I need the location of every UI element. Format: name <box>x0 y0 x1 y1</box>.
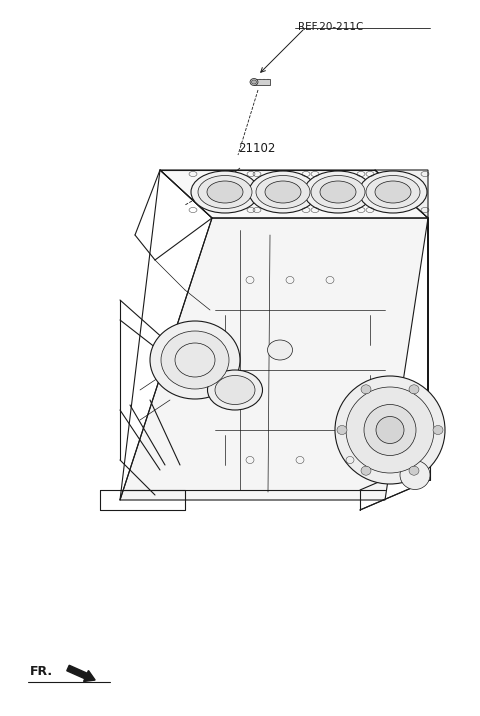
Ellipse shape <box>366 175 420 208</box>
Ellipse shape <box>256 175 310 208</box>
Ellipse shape <box>409 384 419 394</box>
Polygon shape <box>120 218 428 500</box>
Ellipse shape <box>150 321 240 399</box>
Ellipse shape <box>335 376 445 484</box>
Ellipse shape <box>252 80 256 84</box>
Ellipse shape <box>215 375 255 405</box>
Ellipse shape <box>375 181 411 203</box>
Polygon shape <box>375 170 428 460</box>
Ellipse shape <box>250 79 258 85</box>
Ellipse shape <box>304 171 372 213</box>
Ellipse shape <box>359 171 427 213</box>
Polygon shape <box>160 170 428 218</box>
Polygon shape <box>254 79 270 85</box>
Text: FR.: FR. <box>30 665 53 678</box>
Ellipse shape <box>249 171 317 213</box>
Ellipse shape <box>364 405 416 455</box>
Ellipse shape <box>265 181 301 203</box>
Text: 21102: 21102 <box>238 142 276 155</box>
Ellipse shape <box>320 181 356 203</box>
Ellipse shape <box>361 466 371 475</box>
Ellipse shape <box>198 175 252 208</box>
Ellipse shape <box>361 384 371 394</box>
Ellipse shape <box>207 370 263 410</box>
Ellipse shape <box>337 425 347 435</box>
Ellipse shape <box>161 331 229 389</box>
Ellipse shape <box>409 466 419 475</box>
Ellipse shape <box>207 181 243 203</box>
Ellipse shape <box>400 460 430 490</box>
FancyArrow shape <box>67 665 95 682</box>
Ellipse shape <box>346 387 434 473</box>
Ellipse shape <box>376 417 404 443</box>
Text: REF.20-211C: REF.20-211C <box>298 22 363 32</box>
Ellipse shape <box>191 171 259 213</box>
Ellipse shape <box>311 175 365 208</box>
Ellipse shape <box>267 340 292 360</box>
Ellipse shape <box>433 425 443 435</box>
